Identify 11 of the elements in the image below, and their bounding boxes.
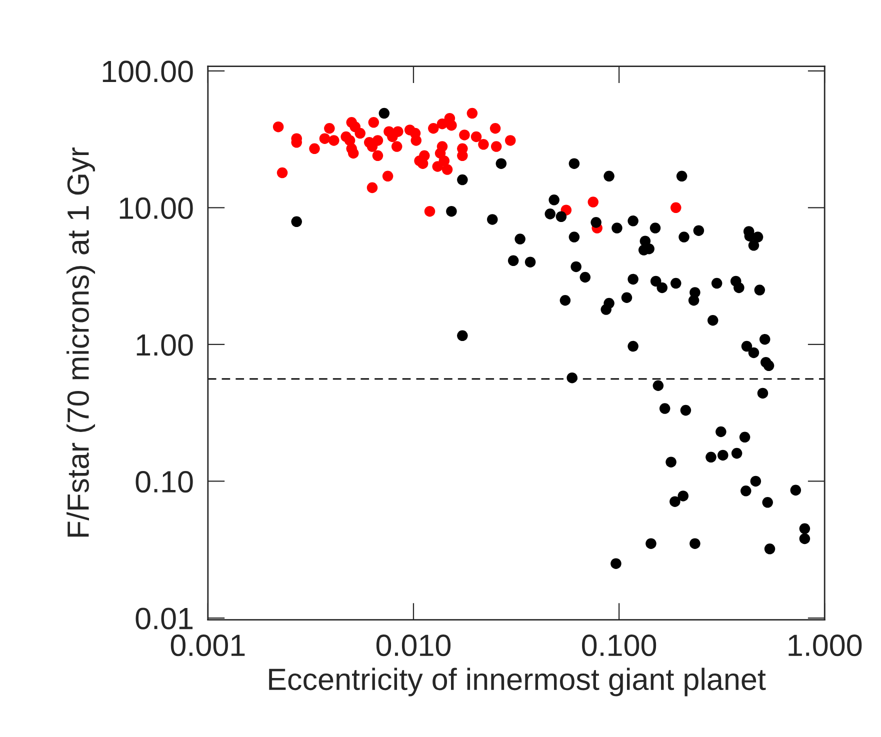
y-axis-title: F/Fstar (70 microns) at 1 Gyr [66, 147, 96, 537]
y-tick-label: 0.10 [136, 470, 193, 493]
y-tick-label: 10.00 [120, 197, 193, 220]
x-tick-label: 0.100 [582, 634, 656, 656]
x-axis-title: Eccentricity of innermost giant planet [269, 668, 766, 696]
x-tick-label: 0.010 [376, 634, 451, 656]
y-tick-label: 0.01 [136, 608, 193, 630]
y-tick-label: 100.00 [102, 60, 193, 82]
y-tick-label: 1.00 [136, 334, 193, 356]
x-tick-label: 0.001 [170, 634, 245, 656]
x-tick-label: 1.000 [788, 634, 862, 656]
